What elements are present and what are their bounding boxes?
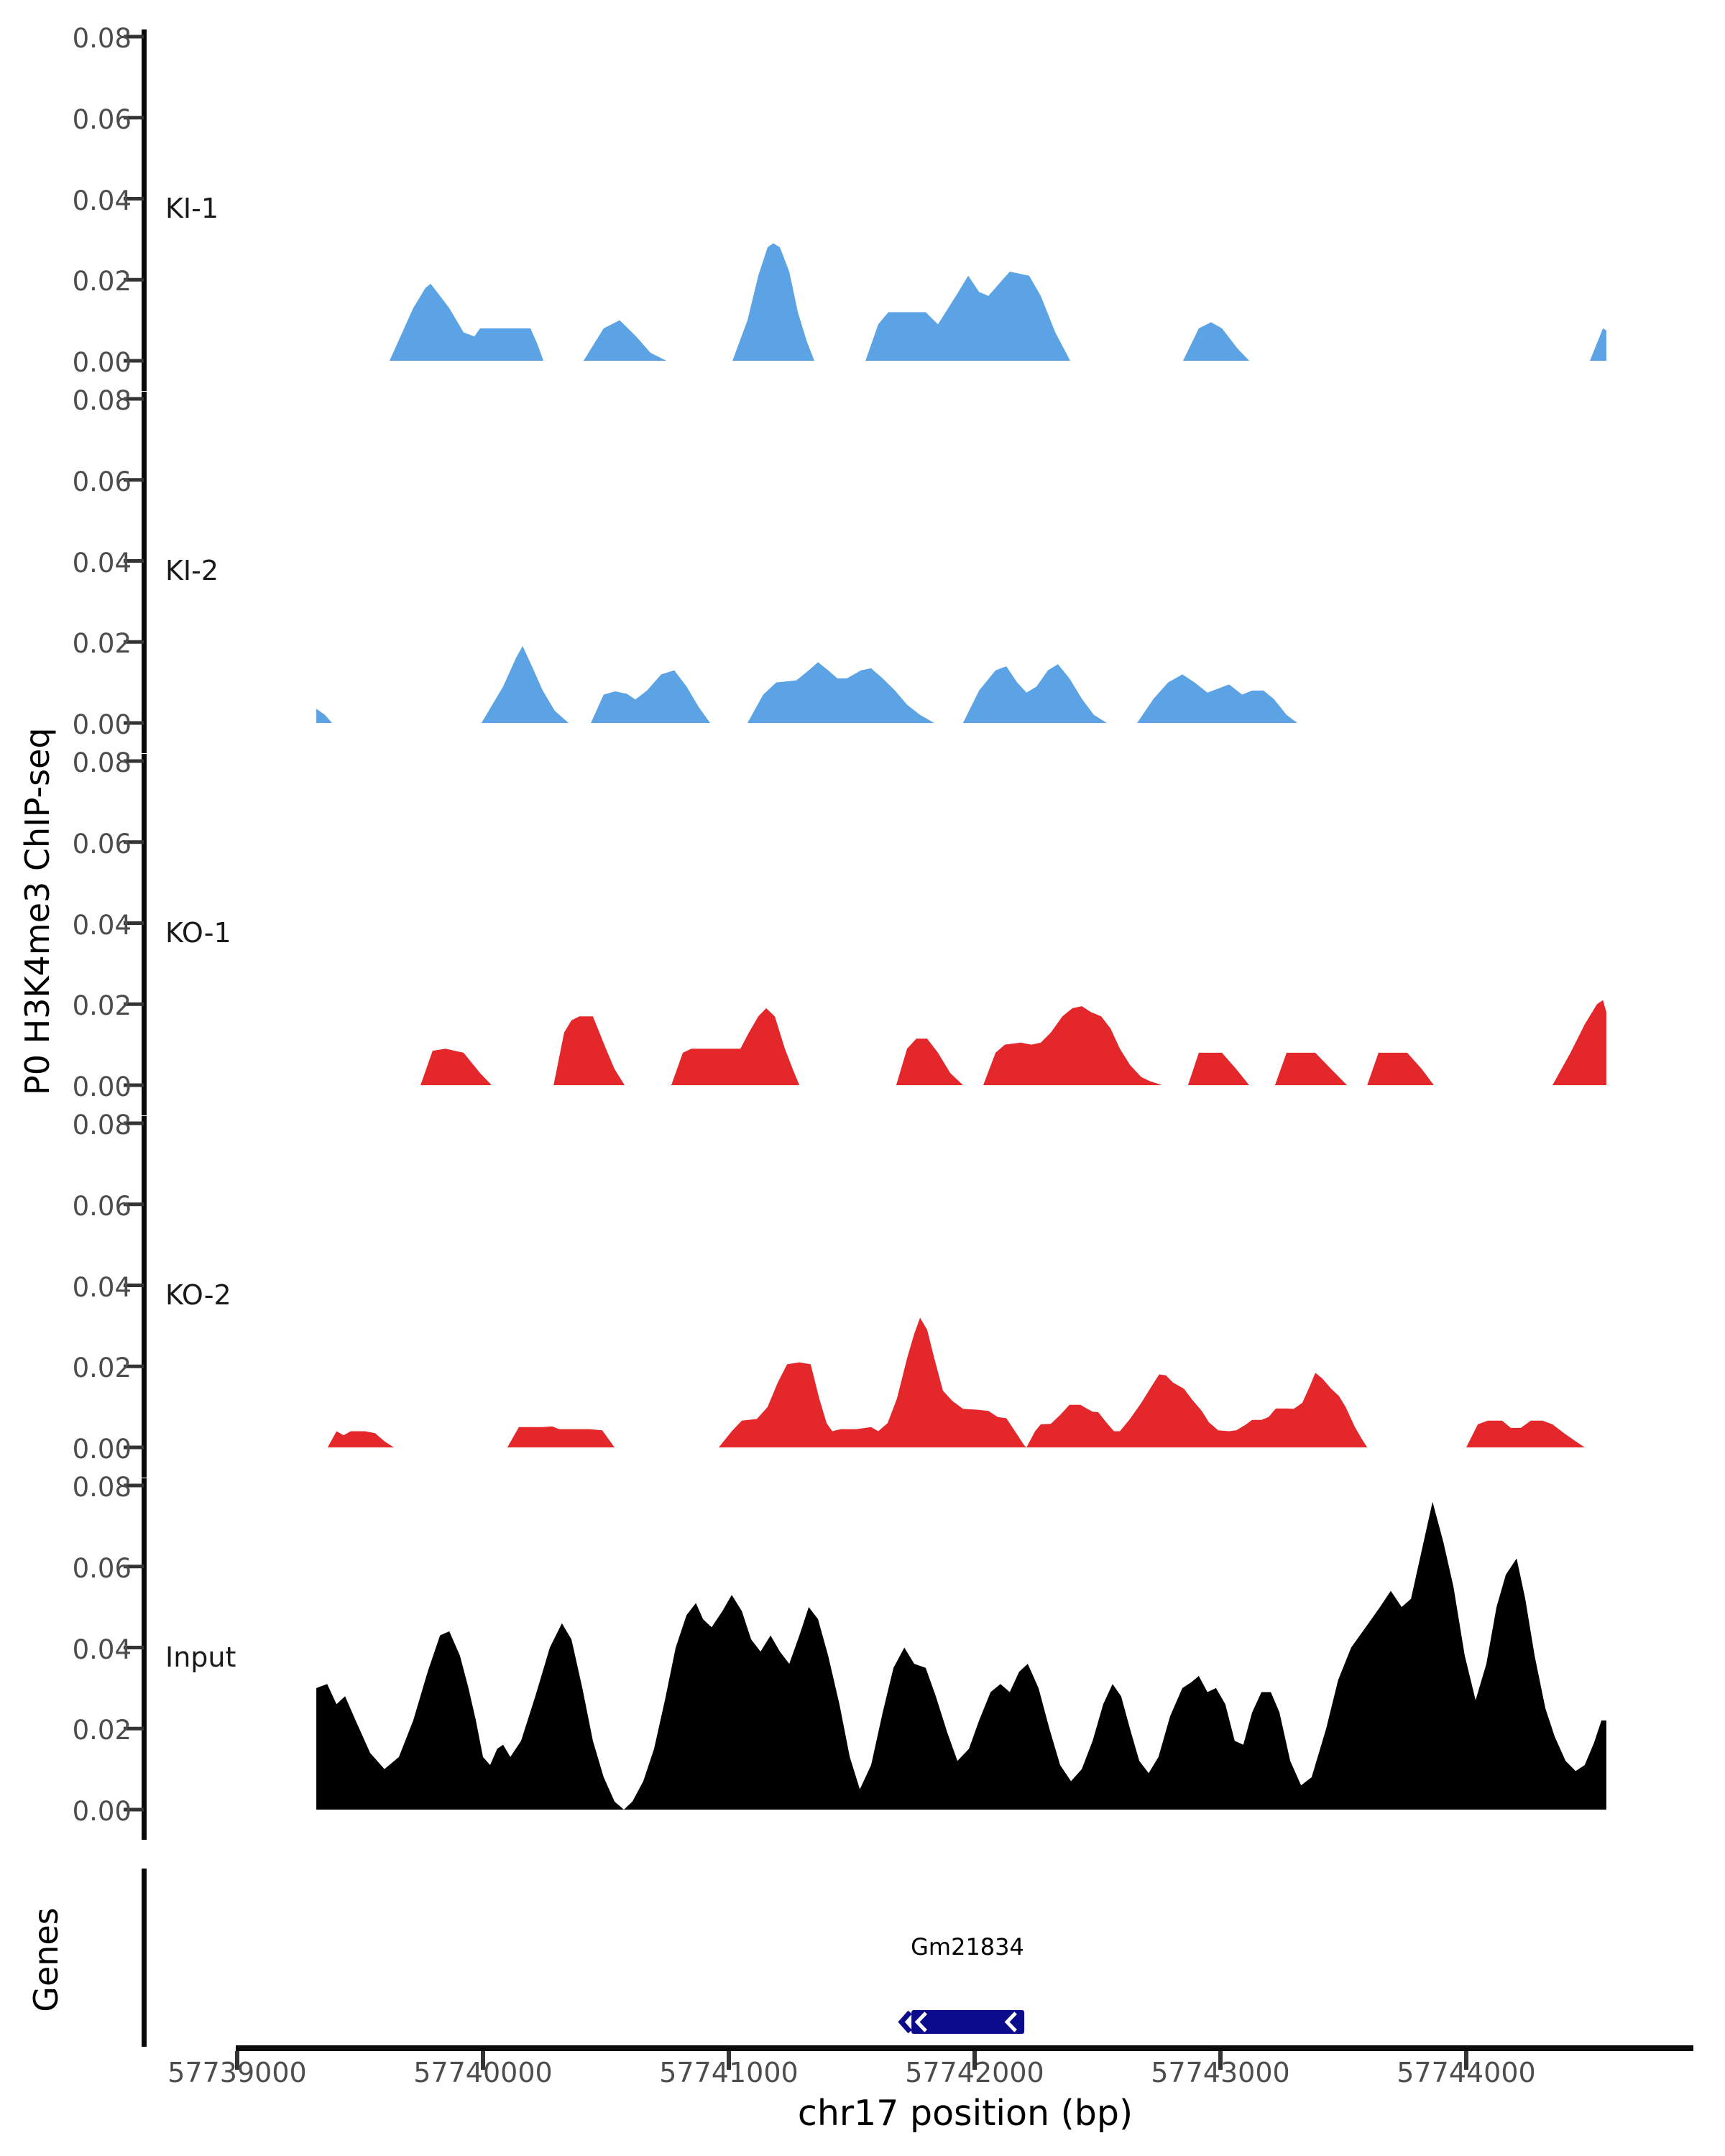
y-tick-label-KI-2-0.04: 0.04	[72, 547, 132, 579]
signal-area-KI-2	[316, 645, 1298, 723]
x-tick-57744000	[1464, 2051, 1468, 2070]
x-tick-57741000	[727, 2051, 731, 2070]
y-tick-label-KI-1-0.00: 0.00	[72, 347, 132, 378]
y-axis-line-KI-1	[142, 29, 147, 391]
gene-strand-arrow-left	[898, 2010, 912, 2034]
y-tick-KI-1-0.08	[124, 34, 144, 39]
y-tick-label-Input-0.04: 0.04	[72, 1634, 132, 1665]
track-label-ko-1: KO-1	[165, 917, 231, 949]
y-tick-KI-2-0.00	[124, 721, 144, 725]
y-tick-KI-2-0.02	[124, 640, 144, 644]
y-tick-KI-1-0.02	[124, 277, 144, 282]
y-axis-line-KO-1	[142, 754, 147, 1115]
y-tick-label-KO-2-0.08: 0.08	[72, 1110, 132, 1141]
y-tick-label-KI-2-0.00: 0.00	[72, 709, 132, 740]
y-axis-line-Input	[142, 1478, 147, 1840]
y-tick-label-Input-0.02: 0.02	[72, 1715, 132, 1746]
y-tick-label-KI-1-0.08: 0.08	[72, 23, 132, 54]
genes-panel-label: Genes	[27, 1907, 65, 2012]
y-tick-KO-2-0.08	[124, 1121, 144, 1125]
signal-area-KO-2	[327, 1317, 1585, 1447]
y-tick-KO-1-0.00	[124, 1083, 144, 1087]
y-tick-label-KO-1-0.02: 0.02	[72, 990, 132, 1022]
y-tick-KI-1-0.00	[124, 359, 144, 363]
y-tick-KO-1-0.08	[124, 759, 144, 763]
y-tick-KO-2-0.00	[124, 1445, 144, 1450]
track-label-ki-1: KI-1	[165, 193, 219, 224]
y-tick-label-KI-1-0.06: 0.06	[72, 103, 132, 135]
y-tick-label-Input-0.08: 0.08	[72, 1472, 132, 1503]
y-tick-label-Input-0.06: 0.06	[72, 1552, 132, 1584]
y-tick-Input-0.08	[124, 1483, 144, 1488]
y-tick-label-KI-1-0.04: 0.04	[72, 185, 132, 216]
x-tick-label-57740000: 57740000	[413, 2057, 553, 2088]
y-tick-label-KI-2-0.06: 0.06	[72, 466, 132, 497]
y-axis-line-KI-2	[142, 392, 147, 753]
y-tick-Input-0.00	[124, 1807, 144, 1812]
y-tick-KO-1-0.06	[124, 840, 144, 844]
y-tick-label-KO-1-0.00: 0.00	[72, 1072, 132, 1102]
x-tick-57740000	[481, 2051, 485, 2070]
genes-axis-line	[142, 1869, 147, 2047]
y-tick-label-KO-2-0.00: 0.00	[72, 1434, 132, 1465]
y-tick-label-KO-2-0.02: 0.02	[72, 1353, 132, 1384]
y-tick-KO-2-0.02	[124, 1364, 144, 1368]
y-tick-label-KO-2-0.06: 0.06	[72, 1190, 132, 1222]
track-label-ko-2: KO-2	[165, 1279, 231, 1311]
y-tick-label-KO-1-0.06: 0.06	[72, 828, 132, 860]
track-label-input: Input	[165, 1641, 236, 1673]
x-tick-label-57741000: 57741000	[659, 2057, 799, 2088]
y-tick-label-KI-2-0.08: 0.08	[72, 385, 132, 416]
y-tick-KI-2-0.08	[124, 397, 144, 401]
x-tick-label-57742000: 57742000	[905, 2057, 1044, 2088]
y-tick-KO-1-0.02	[124, 1002, 144, 1006]
x-tick-label-57739000: 57739000	[167, 2057, 307, 2088]
y-tick-label-KI-2-0.02: 0.02	[72, 628, 132, 660]
x-tick-label-57743000: 57743000	[1151, 2057, 1290, 2088]
y-tick-KI-2-0.04	[124, 559, 144, 563]
x-axis-label: chr17 position (bp)	[797, 2093, 1133, 2134]
gene-name-label: Gm21834	[911, 1933, 1024, 1961]
signal-area-KI-1	[390, 243, 1606, 361]
gene-strand-chevron-0	[914, 2012, 927, 2032]
signal-area-Input	[316, 1501, 1606, 1810]
signal-area-KO-1	[420, 1000, 1606, 1085]
y-tick-label-KO-1-0.08: 0.08	[72, 747, 132, 778]
y-tick-KI-1-0.06	[124, 116, 144, 120]
y-tick-KO-2-0.06	[124, 1202, 144, 1207]
x-tick-57739000	[235, 2051, 239, 2070]
y-tick-KI-2-0.06	[124, 478, 144, 482]
x-tick-57742000	[972, 2051, 977, 2070]
y-tick-Input-0.02	[124, 1726, 144, 1731]
x-tick-label-57744000: 57744000	[1397, 2057, 1536, 2088]
y-tick-KO-2-0.04	[124, 1284, 144, 1287]
y-axis-line-KO-2	[142, 1116, 147, 1478]
y-tick-KI-1-0.04	[124, 197, 144, 201]
y-tick-label-KI-1-0.02: 0.02	[72, 266, 132, 298]
x-axis-line	[236, 2045, 1693, 2051]
y-tick-Input-0.04	[124, 1646, 144, 1649]
x-tick-57743000	[1218, 2051, 1223, 2070]
gene-body-Gm21834	[911, 2010, 1025, 2034]
gene-strand-chevron-1	[1004, 2012, 1017, 2032]
y-tick-Input-0.06	[124, 1565, 144, 1569]
y-tick-label-KO-1-0.04: 0.04	[72, 909, 132, 941]
y-tick-label-KO-2-0.04: 0.04	[72, 1271, 132, 1303]
y-tick-KO-1-0.04	[124, 921, 144, 925]
track-label-ki-2: KI-2	[165, 555, 219, 586]
y-tick-label-Input-0.00: 0.00	[72, 1796, 132, 1827]
